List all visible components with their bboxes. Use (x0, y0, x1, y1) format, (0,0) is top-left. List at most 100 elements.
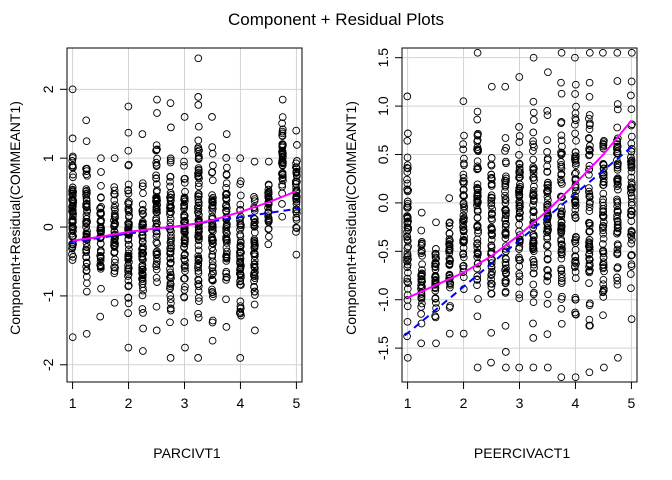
data-point (459, 268, 468, 276)
data-point (139, 205, 147, 214)
data-point (166, 306, 175, 315)
data-point (557, 274, 566, 282)
data-point (460, 236, 468, 244)
data-point (222, 295, 230, 304)
data-point (194, 165, 203, 174)
data-point (627, 198, 636, 207)
data-point (515, 277, 524, 286)
data-point (180, 197, 189, 206)
data-point (529, 280, 538, 289)
data-point (529, 108, 538, 117)
data-point (627, 284, 635, 293)
data-point (473, 190, 482, 199)
data-point (68, 333, 77, 342)
data-point (181, 235, 189, 244)
data-point (83, 218, 91, 226)
data-point (515, 294, 524, 303)
data-point (515, 164, 524, 172)
data-point (292, 224, 301, 232)
data-point (473, 131, 482, 140)
data-point (530, 176, 538, 185)
data-point (516, 231, 524, 239)
data-point (571, 161, 580, 170)
data-point (543, 156, 552, 164)
data-point (250, 249, 259, 258)
data-point (502, 255, 510, 263)
data-point (194, 228, 203, 237)
data-point (194, 203, 202, 212)
data-point (445, 240, 454, 249)
data-point (180, 254, 188, 263)
data-point (417, 238, 426, 246)
data-point (544, 290, 552, 299)
data-point (613, 77, 622, 85)
data-point (515, 290, 524, 299)
data-point (292, 167, 301, 176)
data-point (543, 242, 551, 250)
data-point (613, 161, 622, 170)
data-point (166, 225, 175, 233)
data-point (152, 230, 161, 238)
data-point (208, 276, 217, 284)
data-point (474, 146, 482, 155)
data-point (557, 203, 566, 212)
data-point (124, 245, 133, 254)
data-point (97, 154, 105, 163)
data-point (194, 182, 203, 191)
data-point (222, 239, 231, 247)
data-point (529, 218, 538, 227)
data-point (627, 105, 636, 114)
data-point (585, 203, 594, 212)
data-point (585, 267, 593, 275)
data-point (180, 178, 189, 187)
data-point (403, 353, 412, 362)
data-point (82, 186, 91, 195)
data-point (167, 299, 175, 307)
data-point (557, 48, 566, 57)
data-point (585, 134, 593, 142)
data-point (195, 146, 203, 155)
data-point (628, 180, 636, 189)
data-point (403, 291, 412, 299)
data-point (488, 280, 496, 288)
y-tick-label: 1 (40, 154, 56, 162)
data-point (82, 230, 91, 238)
data-point (251, 326, 259, 335)
data-point (292, 209, 301, 218)
data-point (138, 130, 147, 138)
data-point (613, 100, 622, 108)
data-point (208, 223, 217, 232)
data-point (236, 154, 245, 163)
x-tick-label: 5 (293, 395, 301, 411)
data-point (180, 193, 189, 202)
data-point (222, 130, 231, 138)
data-point (69, 173, 77, 182)
data-point (68, 134, 77, 143)
data-point (418, 240, 426, 249)
data-point (124, 200, 133, 208)
data-point (194, 169, 202, 178)
data-point (488, 267, 496, 276)
data-point (543, 200, 552, 209)
data-point (473, 223, 481, 231)
data-point (153, 254, 161, 263)
data-point (124, 234, 133, 243)
data-point (600, 363, 608, 372)
data-point (293, 141, 301, 149)
data-point (222, 179, 231, 188)
data-point (404, 268, 412, 277)
data-point (529, 97, 538, 106)
data-point (543, 136, 551, 144)
data-point (279, 149, 287, 158)
data-point (208, 288, 216, 296)
data-point (403, 92, 412, 101)
data-point (530, 233, 538, 241)
data-point (264, 157, 273, 166)
data-point (445, 229, 454, 238)
data-point (585, 301, 594, 310)
data-point (627, 163, 636, 172)
data-point (502, 177, 510, 185)
data-point (69, 212, 77, 220)
data-point (599, 224, 607, 232)
data-point (529, 173, 538, 182)
